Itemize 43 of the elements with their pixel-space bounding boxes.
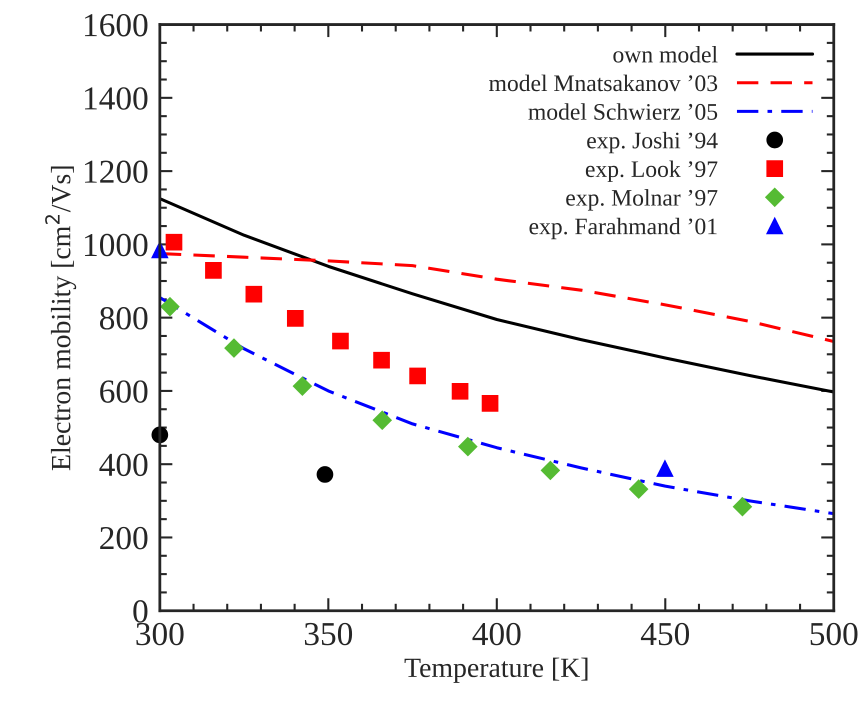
- point: [246, 286, 262, 303]
- point: [160, 297, 180, 316]
- point: [286, 310, 304, 327]
- line-series: [160, 296, 834, 516]
- legend-label: exp. Joshi ’94: [587, 132, 718, 154]
- y-tick-label: 1000: [84, 234, 148, 256]
- legend-label: exp. Look ’97: [586, 160, 718, 182]
- y-tick-label: 200: [100, 526, 148, 550]
- point: [732, 497, 752, 516]
- point: [629, 480, 648, 499]
- point: [205, 262, 222, 279]
- legend-label: own model: [613, 46, 718, 63]
- legend-label: exp. Molnar ’97: [566, 189, 718, 211]
- y-tick-label: 600: [100, 380, 148, 403]
- y-axis-title: Electron mobility [cm$^{2}$/Vs]: [45, 166, 76, 470]
- y-tick-label: 0: [133, 600, 148, 623]
- point: [458, 437, 478, 456]
- x-tick-label: 350: [304, 622, 352, 646]
- point: [316, 466, 334, 483]
- point: [224, 338, 244, 358]
- y-tick-label: 1200: [84, 160, 148, 184]
- x-tick-label: 450: [640, 622, 690, 646]
- x-tick-label: 300: [136, 622, 184, 646]
- point: [452, 382, 468, 400]
- y-tick-label: 1400: [84, 87, 148, 110]
- x-tick-label: 400: [472, 622, 521, 646]
- point: [332, 332, 349, 350]
- y-tick-label: 400: [99, 454, 148, 476]
- legend-label: model Schwierz ’05: [528, 103, 718, 120]
- point: [373, 352, 390, 368]
- point: [409, 368, 426, 384]
- point: [656, 460, 674, 477]
- x-tick-label: 500: [810, 622, 858, 646]
- legend-label: model Mnatsakanov ’03: [489, 74, 718, 92]
- point: [482, 395, 498, 412]
- x-axis-title: Temperature [K]: [404, 658, 588, 683]
- y-tick-label: 1600: [84, 14, 148, 36]
- point: [166, 234, 182, 251]
- point: [540, 460, 560, 480]
- y-tick-label: 800: [100, 307, 148, 330]
- point: [292, 376, 312, 396]
- legend-label: exp. Farahmand ’01: [530, 218, 717, 240]
- point: [372, 410, 392, 430]
